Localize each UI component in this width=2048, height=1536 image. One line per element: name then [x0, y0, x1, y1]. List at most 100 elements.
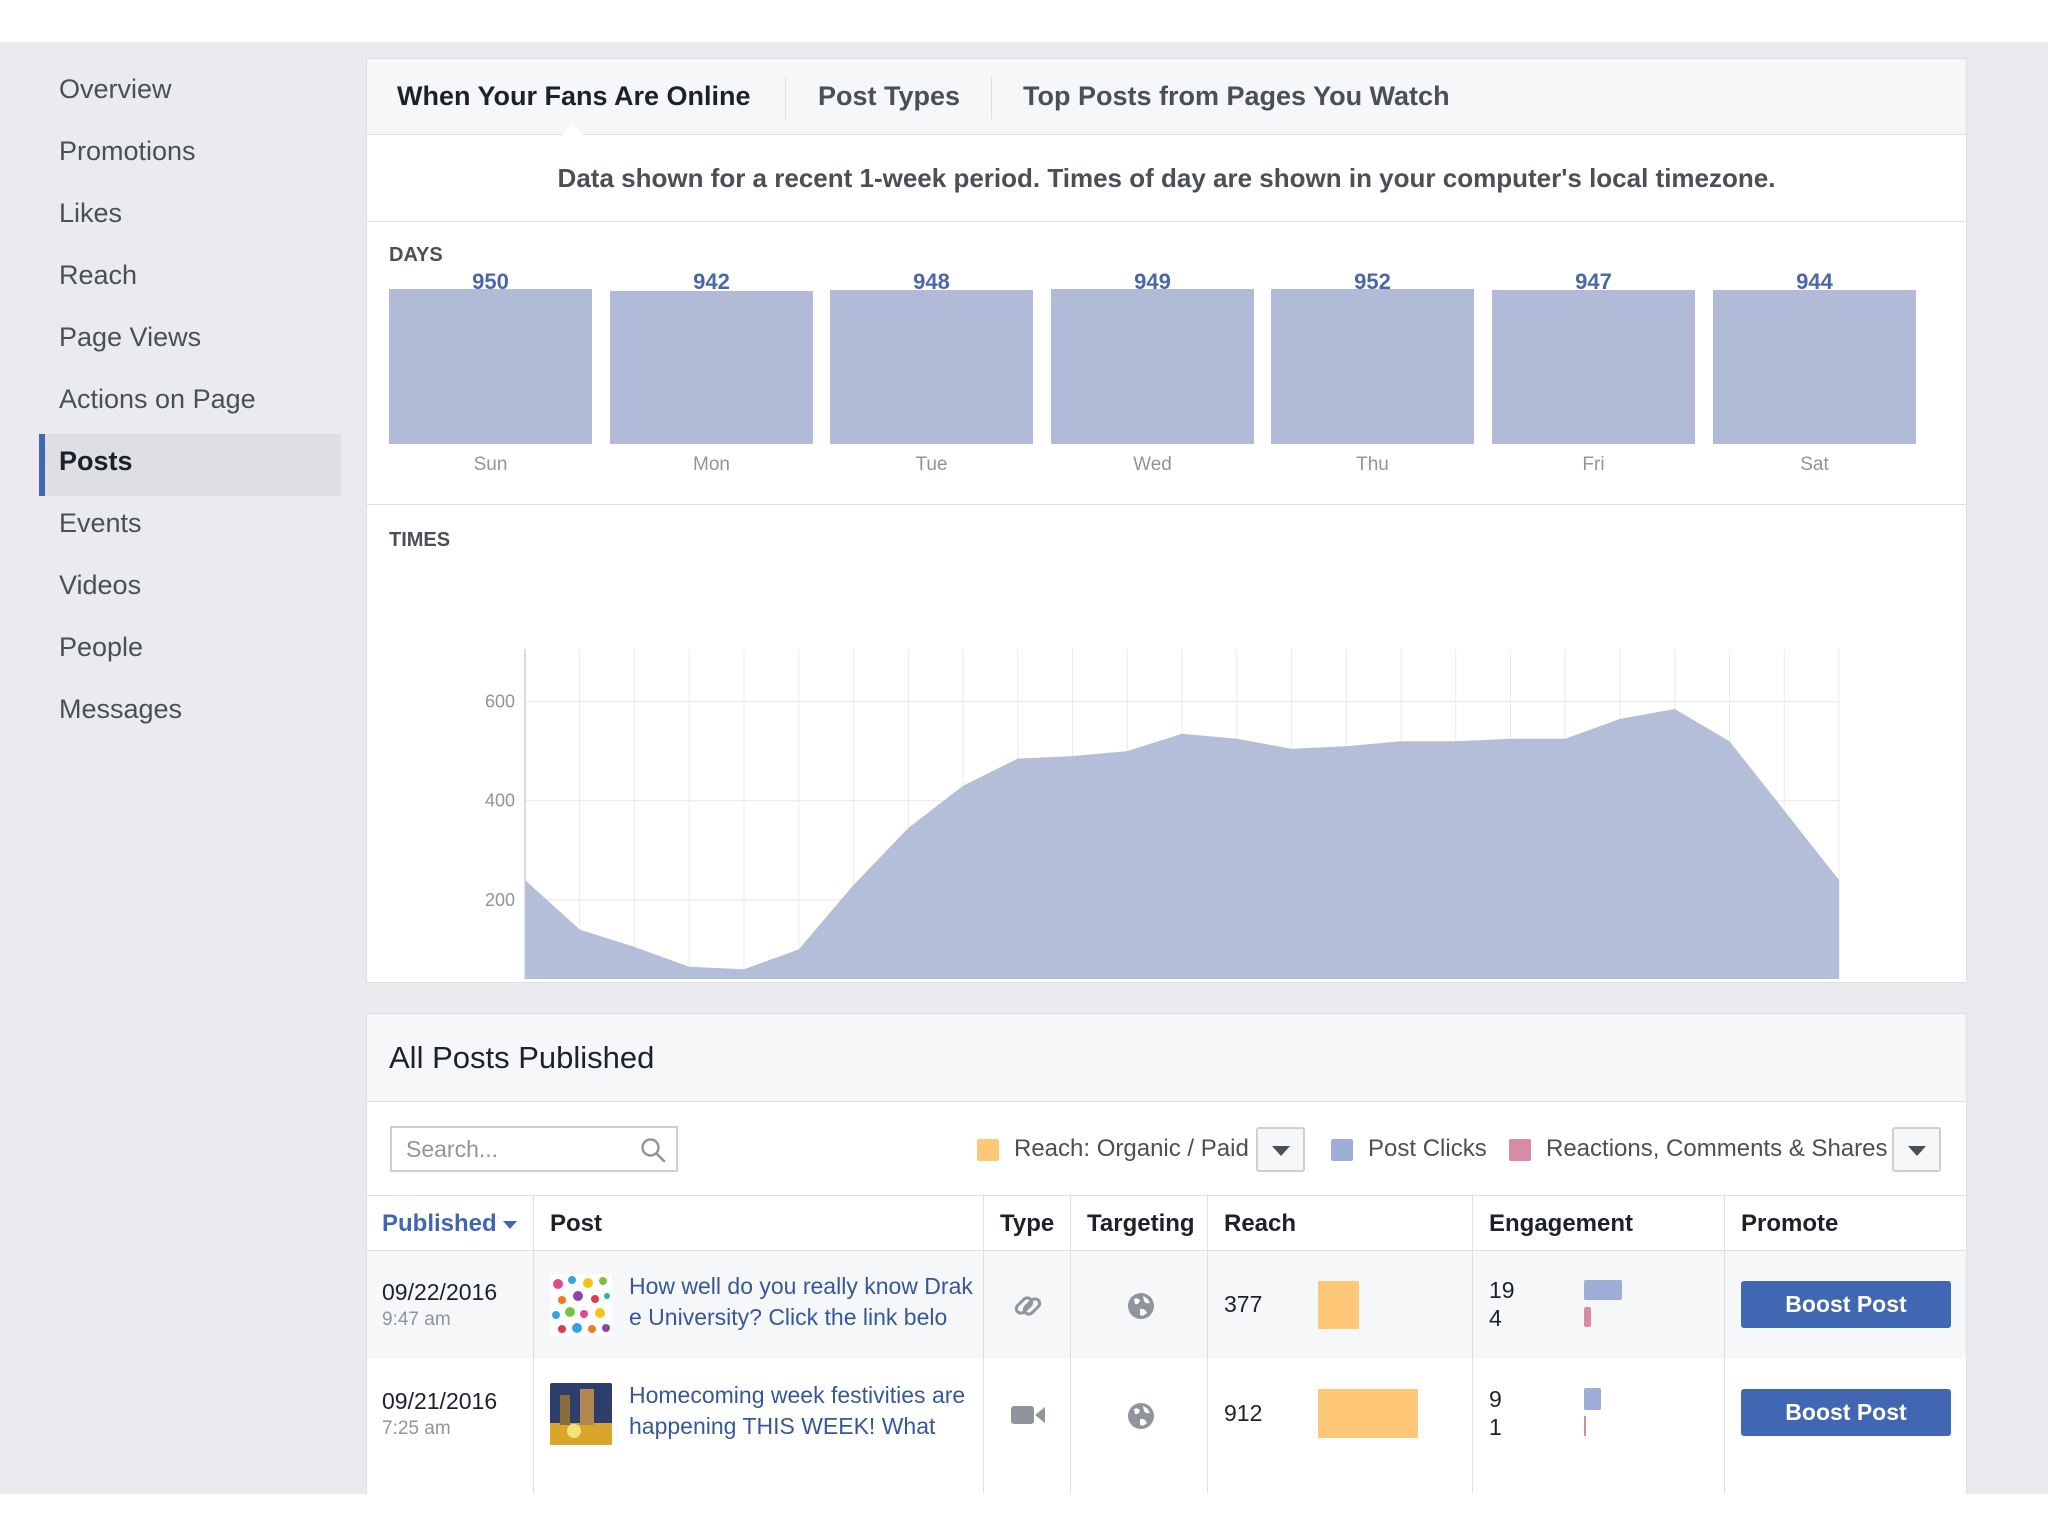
column-divider [1724, 1195, 1725, 1494]
tab-bar: When Your Fans Are Online Post Types Top… [367, 59, 1966, 135]
post-text-link[interactable]: How well do you really know Drake Univer… [629, 1273, 973, 1330]
sidebar-item-posts[interactable]: Posts [39, 434, 341, 496]
day-value-label: 947 [1575, 269, 1612, 294]
day-value-label: 948 [913, 269, 950, 294]
day-value-label: 944 [1796, 269, 1833, 294]
reactions-value: 4 [1489, 1305, 1502, 1331]
timezone-notice: Data shown for a recent 1-week period. T… [367, 135, 1966, 222]
section-divider [367, 504, 1966, 505]
globe-icon [1128, 1293, 1154, 1319]
tab-post-types[interactable]: Post Types [818, 81, 961, 111]
video-icon [1011, 1406, 1045, 1424]
post-date: 09/22/2016 [382, 1279, 498, 1305]
boost-post-button[interactable]: Boost Post [1741, 1281, 1951, 1328]
post-thumbnail[interactable] [550, 1383, 612, 1445]
insights-sidebar: Overview Promotions Likes Reach Page Vie… [39, 62, 341, 744]
reach-bar [1318, 1281, 1359, 1329]
day-axis-label: Thu [1356, 454, 1389, 475]
post-time: 9:47 am [382, 1309, 451, 1330]
sidebar-item-reach[interactable]: Reach [59, 260, 138, 290]
column-divider [1070, 1195, 1071, 1494]
days-chart-title: DAYS [389, 244, 443, 266]
column-divider [533, 1195, 534, 1494]
reactions-bar [1584, 1416, 1586, 1436]
column-engagement[interactable]: Engagement [1489, 1210, 1634, 1237]
tab-top-posts-pages-you-watch[interactable]: Top Posts from Pages You Watch [1023, 81, 1450, 111]
reactions-value: 1 [1489, 1414, 1502, 1440]
day-axis-label: Wed [1133, 454, 1172, 475]
post-date: 09/21/2016 [382, 1388, 498, 1414]
times-area-series [525, 709, 1839, 979]
reach-metric-dropdown[interactable] [1256, 1127, 1305, 1172]
sidebar-item-actions-on-page[interactable]: Actions on Page [59, 384, 256, 414]
sidebar-item-promotions[interactable]: Promotions [59, 136, 196, 166]
search-input[interactable]: Search... [390, 1126, 678, 1172]
y-tick-label: 600 [485, 692, 515, 712]
times-chart-title: TIMES [389, 529, 451, 551]
day-axis-label: Sat [1800, 454, 1829, 475]
search-placeholder: Search... [406, 1136, 499, 1162]
column-divider [1472, 1195, 1473, 1494]
active-tab-caret [562, 124, 584, 135]
reach-legend-label: Reach: Organic / Paid [1014, 1135, 1249, 1162]
post-clicks-legend-swatch [1331, 1139, 1353, 1161]
post-clicks-legend-label: Post Clicks [1368, 1135, 1487, 1162]
day-bar[interactable] [1051, 289, 1254, 444]
reactions-bar [1584, 1307, 1591, 1327]
sidebar-item-people[interactable]: People [59, 632, 144, 662]
boost-post-button[interactable]: Boost Post [1741, 1389, 1951, 1436]
all-posts-panel: All Posts Published Search... Reach: Org… [366, 1013, 1967, 1494]
tab-divider [785, 77, 786, 119]
sidebar-item-overview[interactable]: Overview [59, 74, 172, 104]
day-axis-label: Sun [473, 454, 508, 475]
day-bar[interactable] [1271, 289, 1474, 444]
day-axis-label: Mon [693, 454, 730, 475]
globe-icon [1128, 1403, 1154, 1429]
sidebar-item-messages[interactable]: Messages [59, 694, 183, 724]
column-targeting[interactable]: Targeting [1087, 1210, 1195, 1237]
posts-table-header: Published Post Type Targeting Reach Enga… [367, 1195, 1966, 1251]
all-posts-title: All Posts Published [367, 1014, 1966, 1102]
sidebar-item-videos[interactable]: Videos [59, 570, 142, 600]
day-axis-label: Fri [1582, 454, 1605, 475]
column-type[interactable]: Type [1000, 1210, 1055, 1237]
post-clicks-bar [1584, 1388, 1601, 1410]
post-thumbnail-image [550, 1383, 612, 1445]
day-bar[interactable] [389, 289, 592, 444]
sidebar-item-events[interactable]: Events [59, 508, 142, 538]
engagement-metric-dropdown[interactable] [1892, 1127, 1941, 1172]
post-text-link[interactable]: Homecoming week festivities are happenin… [629, 1382, 966, 1439]
search-icon[interactable] [640, 1137, 666, 1163]
link-icon [1014, 1296, 1042, 1316]
sort-desc-icon [502, 1220, 517, 1229]
post-thumbnail-image [552, 1276, 610, 1333]
column-promote[interactable]: Promote [1741, 1210, 1839, 1237]
day-bar[interactable] [1492, 290, 1695, 444]
post-thumbnail[interactable] [550, 1274, 612, 1336]
post-clicks-value: 9 [1489, 1386, 1502, 1412]
sidebar-item-likes[interactable]: Likes [59, 198, 123, 228]
sidebar-item-page-views[interactable]: Page Views [59, 322, 202, 352]
reactions-legend-label: Reactions, Comments & Shares [1546, 1135, 1888, 1162]
reach-value: 912 [1224, 1400, 1263, 1426]
column-published[interactable]: Published [382, 1196, 517, 1252]
tab-divider [991, 77, 992, 119]
y-tick-label: 400 [485, 791, 515, 811]
reactions-legend-swatch [1509, 1139, 1531, 1161]
column-post[interactable]: Post [550, 1210, 603, 1237]
column-divider [1207, 1195, 1208, 1494]
column-divider [983, 1195, 984, 1494]
times-area-chart: 0200400600Midnight3:00am6:00am9:00amNoon… [485, 649, 1840, 979]
post-time: 7:25 am [382, 1418, 451, 1439]
day-bar[interactable] [830, 290, 1033, 444]
post-clicks-value: 19 [1489, 1277, 1515, 1303]
day-bar[interactable] [610, 291, 813, 444]
y-tick-label: 200 [485, 890, 515, 910]
reach-value: 377 [1224, 1291, 1263, 1317]
table-row[interactable]: 09/22/2016 9:47 am How well do you reall… [367, 1251, 1966, 1359]
column-reach[interactable]: Reach [1224, 1210, 1297, 1237]
day-bar[interactable] [1713, 290, 1916, 444]
table-row[interactable]: 09/21/2016 7:25 am Homecoming week festi… [367, 1359, 1966, 1467]
day-axis-label: Tue [915, 454, 948, 475]
tab-when-fans-online[interactable]: When Your Fans Are Online [397, 81, 751, 111]
